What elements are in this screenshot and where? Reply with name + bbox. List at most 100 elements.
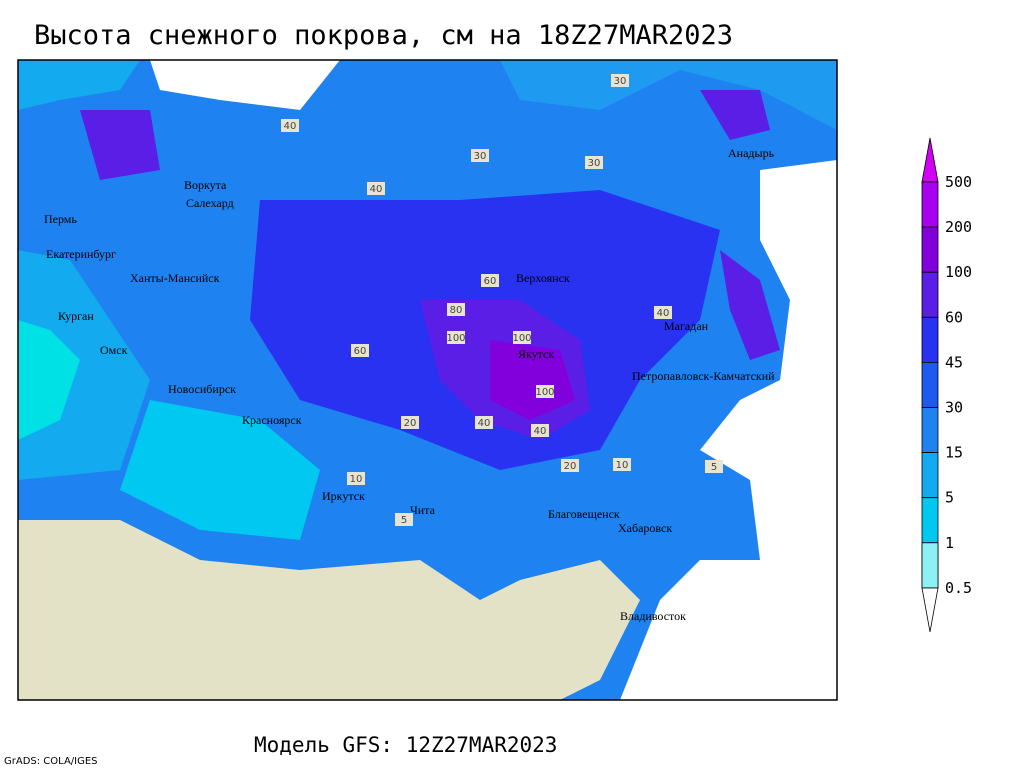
colorbar-label: 200: [945, 218, 972, 236]
city-label: Салехард: [186, 196, 234, 210]
colorbar-label: 5: [945, 489, 954, 507]
contour-labels: 30 40 60 80 100 100 40 20 10 5 30 40 60 100 40 20 10 5 40 3…: [281, 74, 723, 526]
contour-label: 40: [657, 308, 670, 319]
contour-label: 5: [711, 462, 717, 473]
contour-label-box: [705, 460, 723, 473]
city-label: Петропавловск-Камчатский: [632, 369, 775, 383]
colorbar-bin: [921, 181, 939, 228]
city-label: Новосибирск: [168, 382, 236, 396]
contour-label-box: [531, 424, 549, 437]
contour-label: 60: [354, 346, 367, 357]
colorbar: 500 200 100 60 45 30 15 5 1 0.5: [921, 137, 972, 632]
colorbar-bin: [921, 361, 939, 408]
city-label: Иркутск: [322, 489, 365, 503]
contour-label: 5: [401, 515, 407, 526]
colorbar-label: 15: [945, 444, 963, 462]
contour-label: 20: [564, 461, 577, 472]
city-label: Хабаровск: [618, 521, 672, 535]
snow-area: [18, 60, 140, 110]
title: Высота снежного покрова, см на 18Z27MAR2…: [34, 20, 733, 51]
contour-label-box: [471, 149, 489, 162]
city-label: Омск: [100, 343, 128, 357]
colorbar-bin: [921, 226, 939, 273]
contour-label-box: [611, 74, 629, 87]
city-label: Магадан: [664, 319, 709, 333]
city-label: Ханты-Мансийск: [130, 271, 220, 285]
sea: [150, 60, 340, 110]
contour-label: 30: [474, 151, 487, 162]
contour-label: 100: [512, 333, 531, 344]
city-label: Владивосток: [620, 609, 686, 623]
snow-area: [18, 320, 80, 440]
contour-label-box: [513, 331, 531, 344]
contour-label: 40: [370, 184, 383, 195]
city-label: Анадырь: [728, 146, 775, 160]
pacific: [620, 160, 837, 700]
contour-label-box: [401, 416, 419, 429]
contour-label: 40: [478, 418, 491, 429]
city-label: Верхоянск: [516, 271, 570, 285]
contour-label-box: [447, 303, 465, 316]
colorbar-label: 0.5: [945, 579, 972, 597]
colorbar-label: 500: [945, 173, 972, 191]
contour-label-box: [281, 119, 299, 132]
contour-label: 10: [616, 460, 629, 471]
contour-label: 100: [535, 387, 554, 398]
snow-area: [720, 250, 780, 360]
map: [17, 59, 838, 701]
contour-label-box: [481, 274, 499, 287]
city-label: Екатеринбург: [46, 247, 116, 261]
contour-label: 80: [450, 305, 463, 316]
snow-area: [80, 110, 160, 180]
contour-label: 40: [534, 426, 547, 437]
city-label: Красноярск: [242, 413, 302, 427]
colorbar-top: [921, 137, 939, 183]
colorbar-label: 100: [945, 263, 972, 281]
colorbar-bin: [921, 316, 939, 363]
contour-label-box: [351, 344, 369, 357]
contour-label-box: [447, 331, 465, 344]
snow-area: [490, 340, 575, 420]
city-label: Пермь: [44, 212, 77, 226]
city-label: Якутск: [518, 347, 554, 361]
contour-label: 10: [350, 474, 363, 485]
colorbar-label: 60: [945, 308, 963, 326]
colorbar-bottom: [921, 587, 939, 632]
contour-label-box: [395, 513, 413, 526]
colorbar-bin: [921, 497, 939, 544]
contour-label-box: [536, 385, 554, 398]
colorbar-label: 1: [945, 534, 954, 552]
map-frame: [17, 59, 838, 701]
contour-label: 30: [614, 76, 627, 87]
contour-label-box: [585, 156, 603, 169]
city-label: Курган: [58, 309, 94, 323]
contour-label-box: [347, 472, 365, 485]
city-label: Воркута: [184, 178, 227, 192]
contour-label: 40: [284, 121, 297, 132]
snow-area: [120, 400, 320, 540]
credit: GrADS: COLA/IGES: [4, 756, 98, 767]
colorbar-bin: [921, 452, 939, 499]
colorbar-label: 30: [945, 399, 963, 417]
city-label: Благовещенск: [548, 507, 620, 521]
contour-label: 60: [484, 276, 497, 287]
footer: Модель GFS: 12Z27MAR2023: [254, 733, 557, 757]
land: [18, 520, 640, 700]
contour-label-box: [367, 182, 385, 195]
snow-area: [700, 90, 770, 140]
contour-label: 30: [588, 158, 601, 169]
contour-label-box: [613, 458, 631, 471]
cities: Воркута Салехард Пермь Екатеринбург Хант…: [44, 146, 775, 623]
contour-label: 20: [404, 418, 417, 429]
contour-label: 100: [446, 333, 465, 344]
contour-label-box: [561, 459, 579, 472]
colorbar-bin: [921, 271, 939, 318]
contour-label-box: [654, 306, 672, 319]
sea-ice: [500, 60, 837, 130]
contour-label-box: [475, 416, 493, 429]
colorbar-bin: [921, 542, 939, 589]
city-label: Чита: [410, 503, 436, 517]
colorbar-bin: [921, 407, 939, 453]
colorbar-label: 45: [945, 353, 963, 371]
